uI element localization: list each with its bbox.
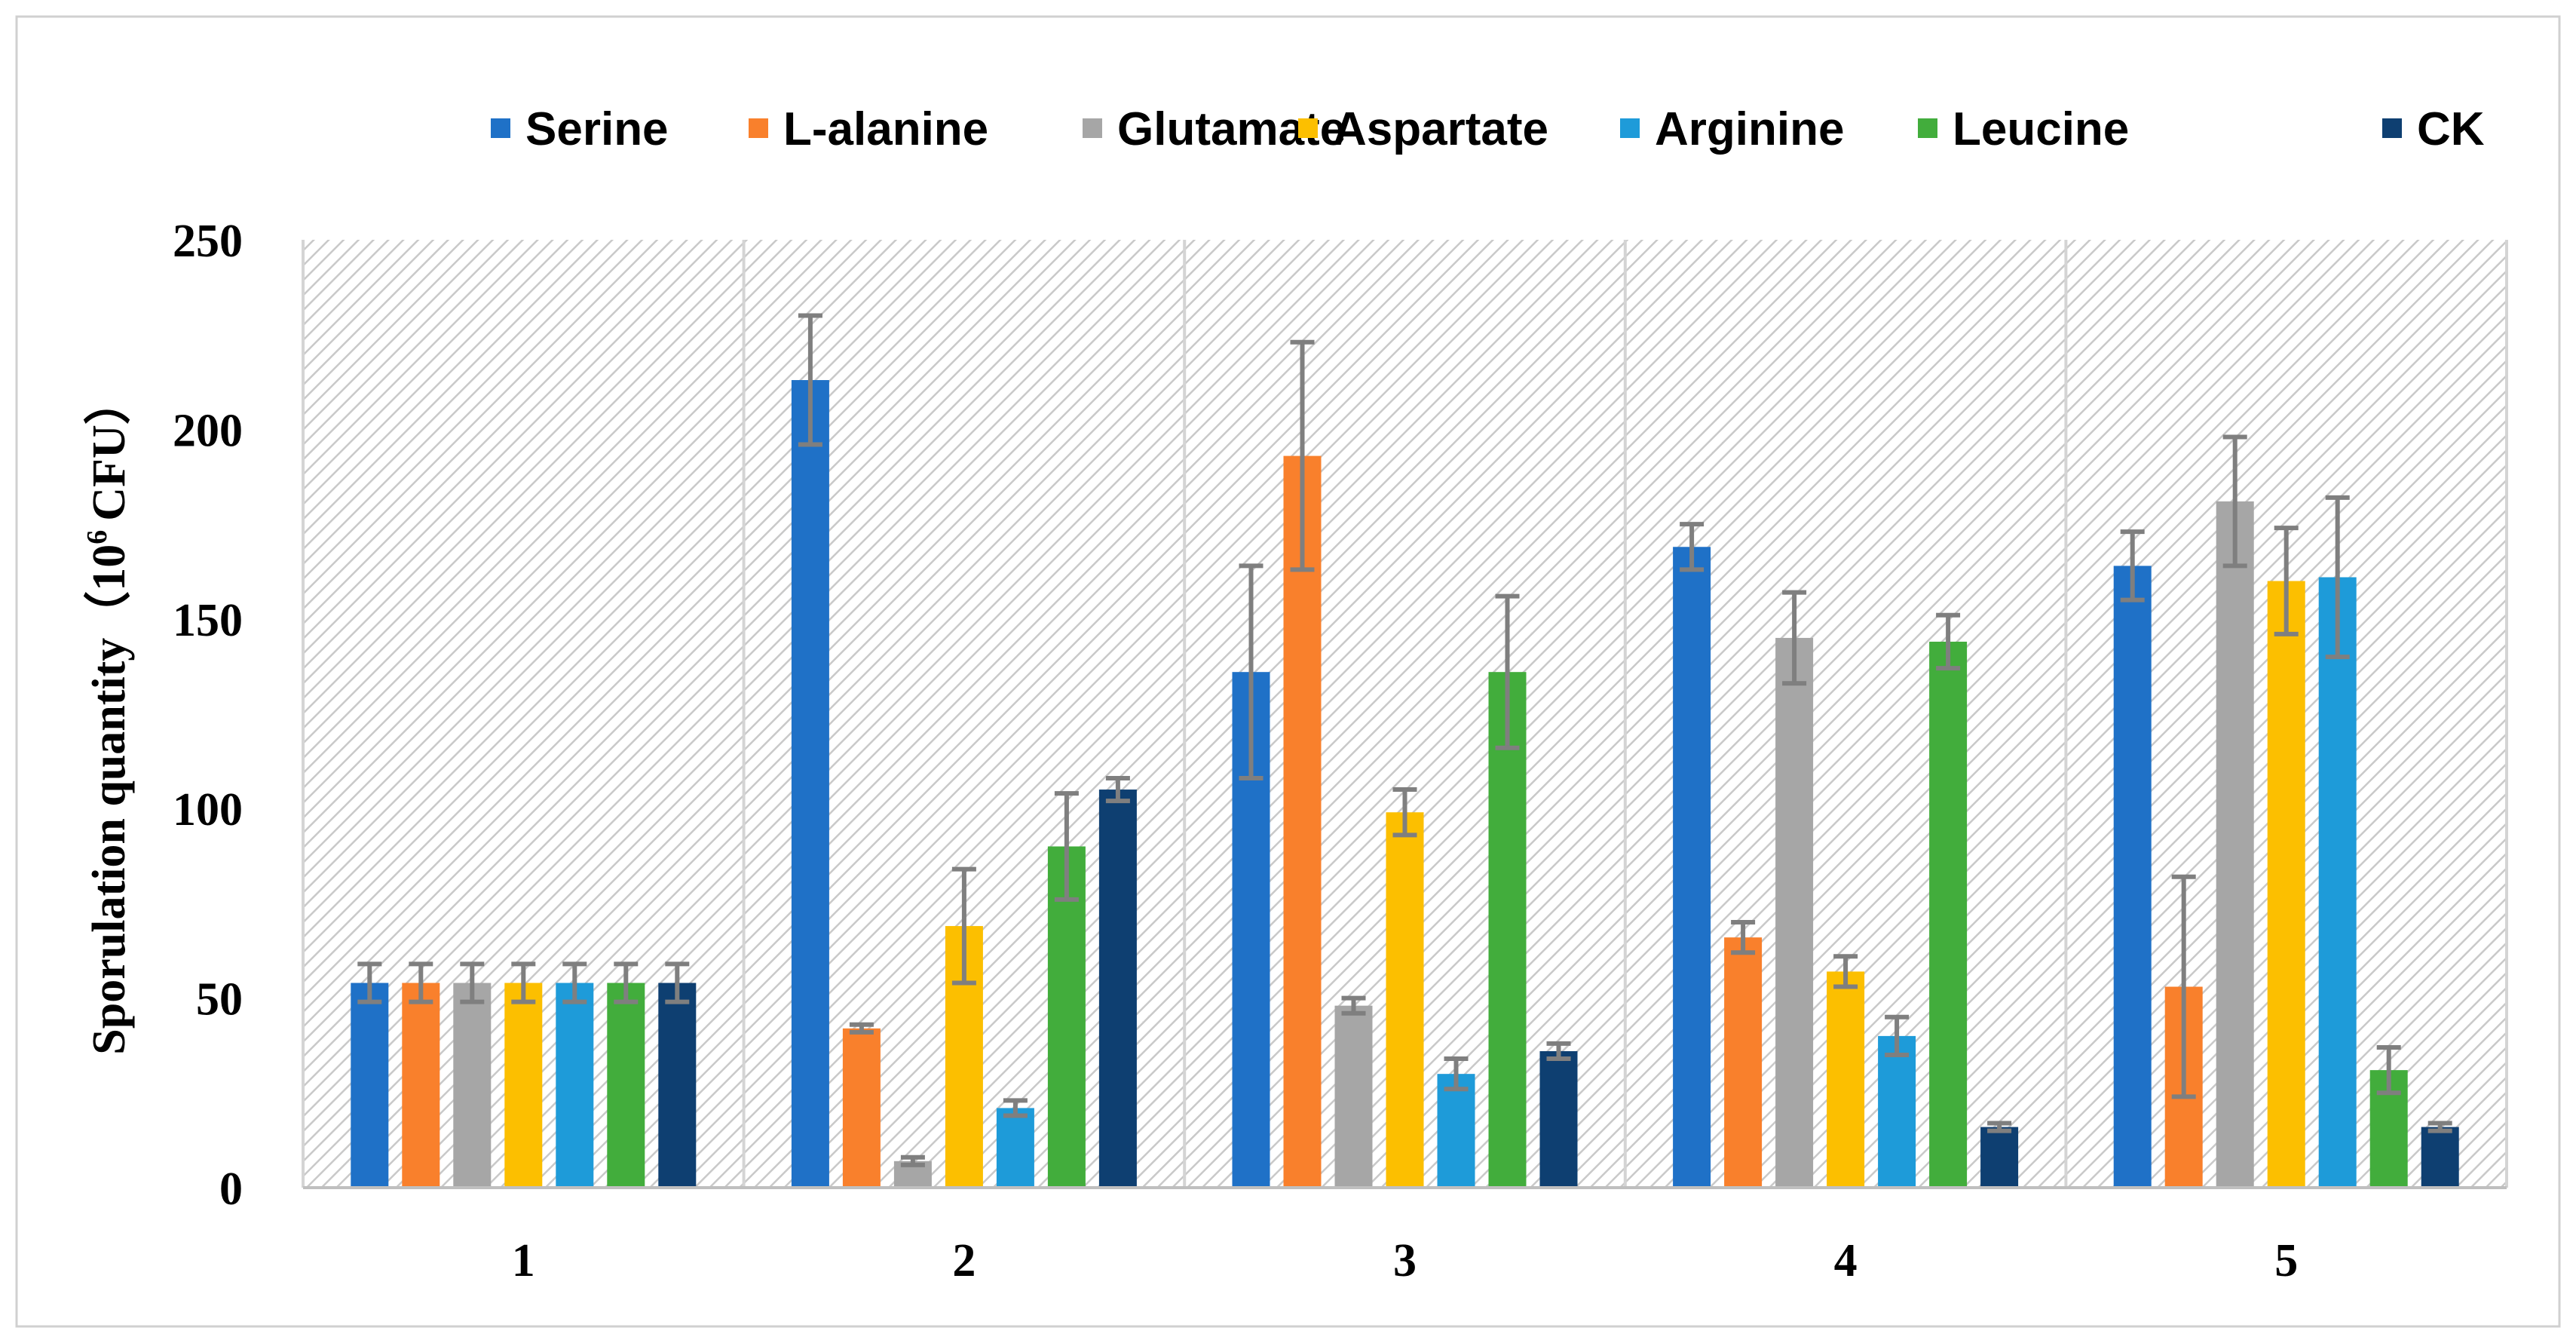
y-axis-label-unit: CFU） [82, 378, 135, 520]
bar-ck-1 [658, 983, 697, 1188]
bar-aspartate-4 [1827, 971, 1865, 1188]
error-bar-l-alanine-3 [1290, 339, 1315, 572]
error-bar-aspartate-5 [2274, 526, 2299, 636]
bar-ck-3 [1539, 1050, 1578, 1188]
error-bar-aspartate-4 [1833, 954, 1858, 989]
bar-leucine-1 [607, 983, 645, 1188]
error-bar-leucine-4 [1936, 612, 1961, 671]
bar-leucine-4 [1929, 641, 1968, 1188]
x-tick-label-5: 5 [2274, 1235, 2298, 1286]
error-bar-serine-3 [1239, 563, 1263, 780]
error-bar-leucine-5 [2376, 1044, 2401, 1096]
bar-serine-2 [791, 380, 829, 1188]
y-tick-label: 200 [173, 405, 243, 456]
bar-serine-4 [1673, 547, 1711, 1188]
legend-swatch-l-alanine [749, 118, 768, 138]
bar-glutamate-4 [1775, 637, 1814, 1188]
y-tick-label: 150 [173, 595, 243, 646]
legend-label-arginine: Arginine [1655, 103, 1844, 155]
legend-swatch-leucine [1918, 118, 1937, 138]
error-bar-l-alanine-4 [1731, 920, 1756, 955]
error-bar-aspartate-1 [511, 961, 536, 1004]
bar-aspartate-1 [504, 983, 543, 1188]
error-bar-glutamate-3 [1341, 995, 1366, 1016]
y-tick-label: 100 [173, 784, 243, 836]
bar-arginine-3 [1437, 1074, 1475, 1188]
x-tick-label-4: 4 [1834, 1235, 1858, 1286]
bar-l-alanine-4 [1724, 937, 1763, 1188]
error-bar-serine-1 [357, 961, 382, 1004]
error-bar-aspartate-2 [951, 866, 976, 986]
error-bar-leucine-2 [1054, 791, 1079, 902]
error-bar-arginine-4 [1885, 1014, 1910, 1058]
legend-swatch-aspartate [1298, 118, 1318, 138]
error-bar-arginine-1 [562, 961, 587, 1004]
bar-arginine-1 [556, 983, 594, 1188]
bar-ck-2 [1098, 790, 1137, 1188]
error-bar-ck-4 [1987, 1121, 2012, 1133]
error-bar-l-alanine-5 [2171, 874, 2196, 1099]
legend-label-leucine: Leucine [1953, 103, 2129, 155]
error-bar-arginine-5 [2325, 495, 2350, 660]
bar-arginine-4 [1878, 1035, 1916, 1188]
x-tick-label-3: 3 [1393, 1235, 1417, 1286]
bar-l-alanine-1 [402, 983, 440, 1188]
error-bar-l-alanine-2 [849, 1022, 874, 1035]
legend-swatch-ck [2382, 118, 2402, 138]
bar-serine-1 [351, 983, 389, 1188]
x-tick-label-1: 1 [512, 1235, 535, 1286]
legend-label-ck: CK [2417, 103, 2485, 155]
y-tick-label: 0 [219, 1164, 243, 1215]
error-bar-ck-3 [1546, 1041, 1571, 1062]
bar-leucine-3 [1488, 672, 1527, 1188]
bar-aspartate-3 [1386, 812, 1424, 1188]
error-bar-glutamate-5 [2222, 434, 2247, 569]
bar-glutamate-1 [453, 983, 492, 1188]
error-bar-l-alanine-1 [409, 961, 433, 1004]
error-bar-arginine-3 [1444, 1056, 1469, 1092]
bar-ck-5 [2421, 1127, 2459, 1188]
bar-aspartate-5 [2267, 581, 2305, 1188]
error-bar-serine-5 [2120, 529, 2145, 603]
y-axis-label-superscript: 6 [81, 530, 113, 544]
error-bar-arginine-2 [1003, 1098, 1028, 1118]
y-tick-label: 50 [196, 974, 243, 1026]
bar-arginine-5 [2318, 577, 2357, 1188]
legend-swatch-serine [491, 118, 510, 138]
y-tick-label: 250 [173, 216, 243, 267]
bar-leucine-2 [1047, 846, 1086, 1188]
bar-ck-4 [1980, 1127, 2019, 1188]
error-bar-ck-1 [665, 961, 690, 1004]
legend-label-serine: Serine [525, 103, 669, 155]
error-bar-serine-4 [1680, 522, 1705, 572]
bar-arginine-2 [996, 1108, 1034, 1188]
error-bar-serine-2 [798, 313, 822, 447]
error-bar-glutamate-2 [900, 1154, 925, 1167]
x-tick-label-2: 2 [952, 1235, 976, 1286]
error-bar-glutamate-1 [460, 961, 485, 1004]
bar-l-alanine-2 [842, 1028, 881, 1188]
legend-label-l-alanine: L-alanine [783, 103, 988, 155]
error-bar-ck-2 [1105, 775, 1130, 804]
bar-glutamate-5 [2216, 501, 2254, 1188]
error-bar-leucine-1 [614, 961, 639, 1004]
error-bar-aspartate-3 [1392, 787, 1417, 838]
error-bar-glutamate-4 [1782, 590, 1807, 686]
error-bar-leucine-3 [1495, 593, 1520, 750]
error-bar-ck-5 [2427, 1121, 2452, 1133]
legend-swatch-glutamate [1083, 118, 1102, 138]
legend-label-aspartate: Aspartate [1333, 103, 1548, 155]
bar-l-alanine-3 [1283, 455, 1322, 1188]
bar-serine-5 [2113, 566, 2152, 1188]
bar-glutamate-3 [1334, 1005, 1373, 1188]
y-axis-label: Sporulation quantity（106CFU） [81, 378, 135, 1054]
legend-swatch-arginine [1620, 118, 1640, 138]
